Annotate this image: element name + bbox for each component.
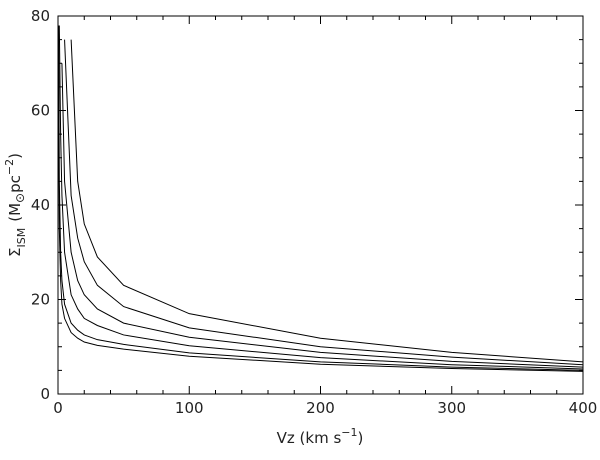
y-tick-label: 0 [40, 385, 50, 403]
y-tick-label: 40 [31, 196, 50, 214]
series-line [58, 25, 583, 370]
series-line [64, 39, 583, 366]
x-axis-label: Vz (km s−1) [277, 426, 364, 447]
x-label-end: ) [358, 429, 364, 447]
y-axis-label: ΣISM (M⊙pc−2) [3, 153, 28, 257]
y-label-unit: pc [6, 175, 24, 193]
y-tick-label: 60 [31, 102, 50, 120]
y-tick-label: 80 [31, 7, 50, 25]
series-line [58, 25, 583, 371]
y-label-open: (M [6, 203, 24, 222]
series-line [61, 63, 583, 368]
x-label-main: Vz (km s [277, 429, 342, 447]
x-label-sup: −1 [341, 426, 357, 439]
y-label-sun: ⊙ [13, 193, 27, 203]
x-tick-label: 300 [437, 399, 466, 417]
series-line [70, 39, 583, 363]
y-label-sym: Σ [6, 247, 24, 256]
x-tick-label: 100 [175, 399, 204, 417]
y-label-sup: −2 [3, 159, 16, 175]
y-label-end: ) [6, 153, 24, 159]
x-tick-label: 400 [569, 399, 598, 417]
x-tick-label: 0 [53, 399, 63, 417]
y-tick-label: 20 [31, 291, 50, 309]
y-label-sub: ISM [15, 228, 28, 248]
series-line [58, 110, 583, 372]
x-tick-label: 200 [306, 399, 335, 417]
